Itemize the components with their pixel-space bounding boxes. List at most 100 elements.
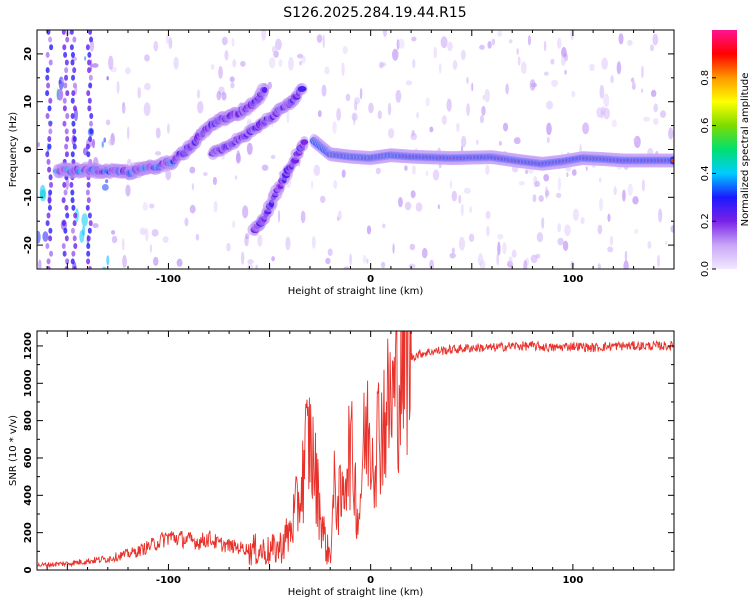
speckle xyxy=(543,71,549,76)
speckle xyxy=(184,217,189,227)
x-axis-label: Height of straight line (km) xyxy=(288,587,424,598)
speckle xyxy=(342,45,348,55)
figure-title: S126.2025.284.19.44.R15 xyxy=(283,5,466,21)
speckle xyxy=(502,122,509,132)
speckle xyxy=(165,34,169,45)
snr-series-line xyxy=(37,331,674,569)
speckle xyxy=(316,34,323,43)
speckle xyxy=(502,241,507,255)
speckle xyxy=(288,56,294,71)
x-tick-label: 0 xyxy=(367,274,374,285)
speckle xyxy=(366,225,372,235)
speckle xyxy=(601,57,608,70)
speckle xyxy=(551,79,559,87)
speckle xyxy=(73,243,78,250)
speckle xyxy=(70,151,75,158)
speckle xyxy=(618,33,624,45)
speckle xyxy=(516,47,519,56)
speckle xyxy=(532,194,537,203)
speckle xyxy=(48,120,53,127)
y-tick-label: 0 xyxy=(23,146,34,153)
speckle xyxy=(332,121,337,134)
speckle xyxy=(70,227,75,234)
speckle xyxy=(48,189,53,196)
y-tick-label: 600 xyxy=(23,447,34,468)
speckle xyxy=(349,253,352,266)
speckle xyxy=(660,110,667,118)
speckle xyxy=(421,247,428,259)
speckle xyxy=(70,97,75,104)
speckle xyxy=(377,110,382,120)
speckle xyxy=(544,190,550,197)
speckle xyxy=(560,55,566,67)
y-tick-label: 10 xyxy=(23,95,34,109)
speckle xyxy=(65,113,70,120)
speckle xyxy=(63,51,68,58)
y-axis-label: SNR (10 * v/v) xyxy=(8,415,19,486)
speckle xyxy=(366,258,369,264)
speckle xyxy=(142,202,148,211)
speckle xyxy=(86,258,91,265)
speckle xyxy=(518,181,526,186)
speckle xyxy=(477,253,484,267)
speckle xyxy=(70,189,75,196)
speckle xyxy=(322,34,325,49)
speckle xyxy=(527,34,532,46)
speckle xyxy=(491,38,496,46)
speckle xyxy=(524,169,529,175)
speckle xyxy=(62,44,67,51)
y-tick-label: 400 xyxy=(23,485,34,506)
speckle xyxy=(47,143,52,150)
speckle xyxy=(513,137,521,145)
speckle xyxy=(463,187,471,194)
speckle xyxy=(277,210,281,223)
speckle xyxy=(343,266,350,269)
speckle xyxy=(375,167,381,175)
speckle xyxy=(145,227,149,242)
speckle xyxy=(556,37,562,49)
speckle xyxy=(368,102,374,114)
speckle xyxy=(410,190,416,199)
speckle xyxy=(89,36,94,43)
speckle xyxy=(37,141,41,148)
speckle xyxy=(536,232,544,243)
speckle xyxy=(87,51,92,58)
speckle xyxy=(127,126,130,140)
speckle xyxy=(665,240,668,245)
speckle xyxy=(497,233,504,240)
y-tick-label: 800 xyxy=(23,410,34,431)
ridge-core xyxy=(300,139,309,145)
spectrogram-image xyxy=(37,30,674,269)
speckle xyxy=(564,224,571,237)
speckle xyxy=(85,204,90,211)
speckle xyxy=(461,135,467,148)
speckle xyxy=(449,179,453,189)
speckle xyxy=(72,266,77,269)
speckle xyxy=(498,140,503,147)
x-tick-label: 0 xyxy=(367,575,374,586)
speckle xyxy=(333,179,338,189)
speckle xyxy=(121,238,125,251)
speckle xyxy=(64,143,69,150)
speckle xyxy=(452,59,458,70)
speckle xyxy=(534,180,541,188)
speckle xyxy=(643,116,650,122)
speckle xyxy=(425,170,429,177)
speckle xyxy=(45,74,50,81)
speckle xyxy=(647,241,652,249)
speckle xyxy=(38,259,42,269)
speckle xyxy=(71,74,76,81)
speckle xyxy=(341,169,346,178)
speckle xyxy=(456,122,460,132)
speckle xyxy=(271,256,276,262)
speckle xyxy=(153,256,159,267)
speckle xyxy=(72,36,77,43)
speckle xyxy=(247,263,254,269)
speckle xyxy=(649,44,655,52)
speckle xyxy=(47,204,52,211)
speckle xyxy=(611,119,617,128)
speckle xyxy=(320,195,326,204)
speckle xyxy=(165,169,172,181)
